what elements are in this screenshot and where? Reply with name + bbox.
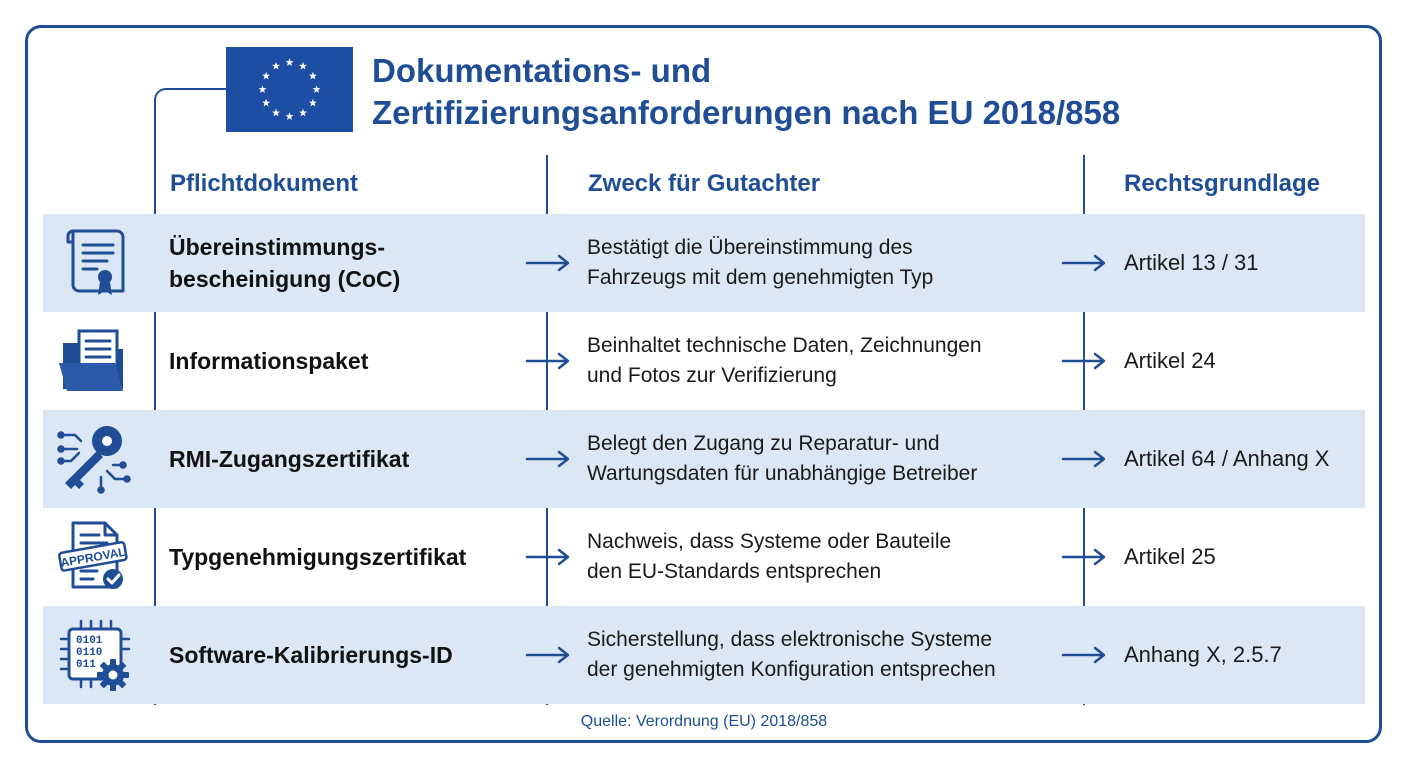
column-divider-left — [154, 100, 156, 705]
document-name: Informationspaket — [169, 348, 369, 374]
legal-basis: Anhang X, 2.5.7 — [1124, 642, 1282, 667]
chip-line-3: 011 — [76, 659, 96, 671]
arrow-right-icon — [525, 646, 570, 664]
eu-star — [285, 58, 294, 66]
purpose-text: Bestätigt die Übereinstimmung des Fahrze… — [587, 214, 1067, 312]
eu-star — [308, 71, 317, 80]
table-row-software-calibration: 0101 0110 011 Software-Kalibrierungs-ID … — [43, 606, 1365, 704]
eu-star — [272, 108, 280, 117]
eu-star — [299, 61, 307, 70]
eu-star — [285, 112, 294, 120]
table-row-type-approval: APPROVAL Typgenehmigungszertifikat Nachw… — [43, 508, 1365, 606]
source-note: Quelle: Verordnung (EU) 2018/858 — [580, 713, 828, 730]
purpose-line-1: Nachweis, dass Systeme oder Bauteile — [587, 530, 952, 553]
document-name: Software-Kalibrierungs-ID — [169, 642, 453, 668]
arrow-right-icon — [1061, 548, 1106, 566]
arrow-right-icon — [525, 450, 570, 468]
arrow-right-icon — [525, 352, 570, 370]
column-header-purpose: Zweck für Gutachter — [588, 170, 821, 197]
eu-star — [262, 71, 271, 80]
arrow-right-icon — [1061, 352, 1106, 370]
purpose-line-1: Bestätigt die Übereinstimmung des — [587, 236, 913, 259]
eu-star — [312, 85, 321, 93]
arrow-right-icon — [1061, 450, 1106, 468]
eu-star — [262, 98, 271, 107]
purpose-text: Belegt den Zugang zu Reparatur- und Wart… — [587, 410, 1067, 508]
purpose-line-2: Fahrzeugs mit dem genehmigten Typ — [587, 266, 934, 289]
legal-basis: Artikel 24 — [1124, 348, 1216, 373]
purpose-text: Sicherstellung, dass elektronische Syste… — [587, 606, 1067, 704]
purpose-text: Beinhaltet technische Daten, Zeichnungen… — [587, 312, 1067, 410]
document-name-line-2: bescheinigung (CoC) — [169, 266, 401, 292]
certificate-scroll-icon — [66, 229, 125, 295]
column-header-legal: Rechtsgrundlage — [1124, 170, 1321, 197]
page-title: Dokumentations- und Zertifizierungsanfor… — [372, 50, 1352, 134]
purpose-text: Nachweis, dass Systeme oder Bauteile den… — [587, 508, 1067, 606]
legal-basis: Artikel 64 / Anhang X — [1124, 446, 1330, 471]
purpose-line-2: und Fotos zur Verifizierung — [587, 364, 837, 387]
eu-star — [258, 85, 267, 93]
eu-star — [308, 98, 317, 107]
title-line-1: Dokumentations- und — [372, 52, 712, 89]
connector-line — [154, 88, 228, 108]
table-row-information-package: Informationspaket Beinhaltet technische … — [43, 312, 1365, 410]
eu-flag-icon — [226, 47, 353, 132]
arrow-right-icon — [525, 254, 570, 272]
purpose-line-2: Wartungsdaten für unabhängige Betreiber — [587, 462, 978, 485]
arrow-right-icon — [525, 548, 570, 566]
purpose-line-1: Belegt den Zugang zu Reparatur- und — [587, 432, 940, 455]
legal-basis: Artikel 13 / 31 — [1124, 250, 1259, 275]
approval-stamp-icon: APPROVAL — [58, 521, 128, 589]
eu-star — [272, 61, 280, 70]
document-name: RMI-Zugangszertifikat — [169, 446, 410, 472]
legal-basis: Artikel 25 — [1124, 544, 1216, 569]
purpose-line-2: der genehmigten Konfiguration entspreche… — [587, 658, 996, 681]
arrow-right-icon — [1061, 646, 1106, 664]
table-row-rmi-certificate: RMI-Zugangszertifikat Belegt den Zugang … — [43, 410, 1365, 508]
chip-gear-icon: 0101 0110 011 — [59, 619, 131, 691]
chip-line-1: 0101 — [76, 635, 103, 647]
column-header-document: Pflichtdokument — [170, 170, 359, 197]
document-name: Übereinstimmungs- bescheinigung (CoC) — [169, 214, 529, 312]
document-name-line-1: Übereinstimmungs- — [169, 234, 385, 260]
chip-line-2: 0110 — [76, 647, 102, 659]
purpose-line-2: den EU-Standards entsprechen — [587, 560, 882, 583]
eu-star — [299, 108, 307, 117]
folder-document-icon — [59, 329, 123, 391]
eu-flag-stars — [258, 58, 321, 120]
circuit-key-icon — [57, 426, 131, 494]
title-line-2: Zertifizierungsanforderungen nach EU 201… — [372, 94, 1121, 131]
table-row-coc: Übereinstimmungs- bescheinigung (CoC) Be… — [43, 214, 1365, 312]
arrow-right-icon — [1061, 254, 1106, 272]
purpose-line-1: Sicherstellung, dass elektronische Syste… — [587, 628, 993, 651]
purpose-line-1: Beinhaltet technische Daten, Zeichnungen — [587, 334, 982, 357]
document-name: Typgenehmigungszertifikat — [169, 544, 467, 570]
